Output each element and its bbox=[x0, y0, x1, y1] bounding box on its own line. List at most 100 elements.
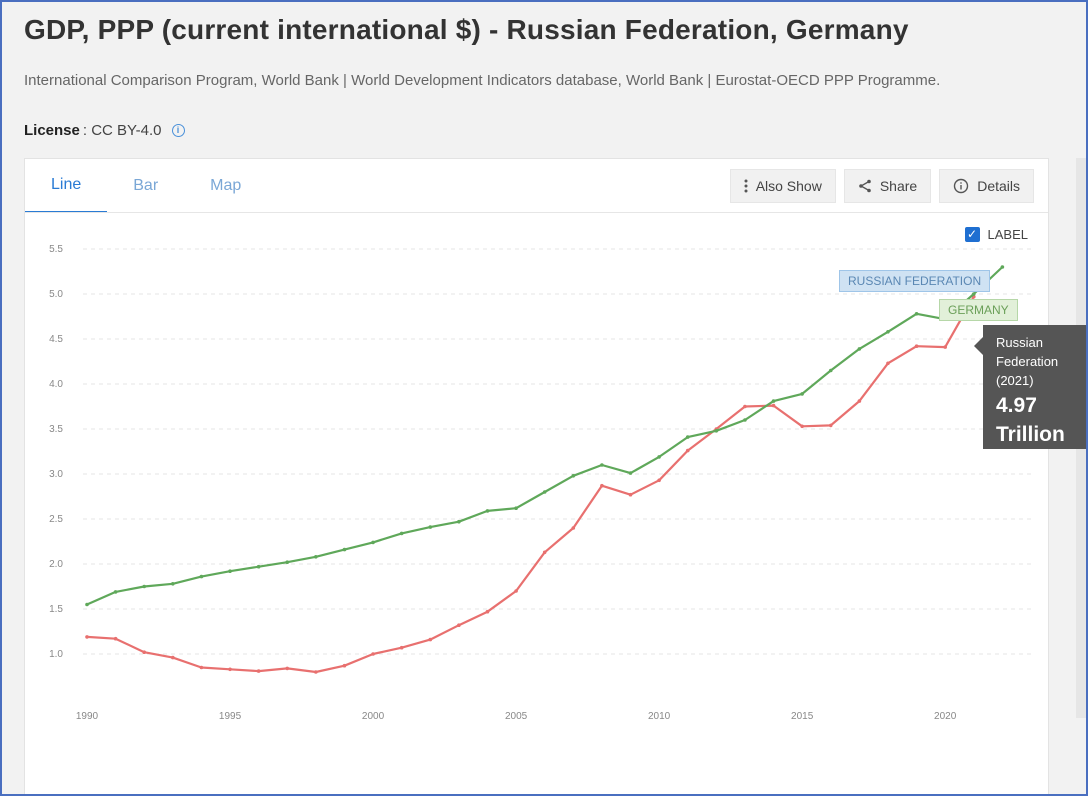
data-point-russian-federation bbox=[399, 645, 404, 650]
data-point-germany bbox=[371, 540, 375, 545]
x-tick-label: 2000 bbox=[362, 711, 385, 722]
data-point-germany bbox=[971, 292, 976, 296]
data-point-russian-federation bbox=[314, 670, 318, 674]
data-point-germany bbox=[600, 463, 604, 467]
data-sources: International Comparison Program, World … bbox=[24, 72, 941, 89]
y-tick-label: 2.0 bbox=[49, 559, 63, 570]
data-point-russian-federation bbox=[914, 344, 919, 348]
data-point-germany bbox=[714, 429, 719, 433]
data-point-russian-federation bbox=[428, 637, 433, 642]
data-point-germany bbox=[142, 584, 147, 589]
data-point-germany bbox=[199, 574, 204, 579]
data-point-germany bbox=[542, 490, 547, 494]
data-point-russian-federation bbox=[800, 424, 804, 429]
data-point-germany bbox=[571, 474, 576, 478]
label-checkbox[interactable]: ✓ bbox=[964, 227, 980, 242]
y-tick-label: 4.0 bbox=[49, 379, 63, 390]
data-point-russian-federation bbox=[285, 666, 290, 671]
data-point-russian-federation bbox=[657, 478, 661, 483]
data-point-russian-federation bbox=[142, 650, 147, 654]
data-point-russian-federation bbox=[256, 669, 261, 673]
data-point-russian-federation bbox=[171, 655, 175, 660]
tab-bar[interactable]: Bar bbox=[133, 177, 159, 194]
tooltip-series: Russian Federation (2021) bbox=[996, 335, 1059, 388]
data-point-russian-federation bbox=[542, 550, 547, 555]
data-point-germany bbox=[743, 418, 747, 422]
data-point-russian-federation bbox=[514, 589, 518, 593]
data-point-germany bbox=[828, 368, 833, 373]
chart-card: Line Bar Map Also Show Share Details ✓ L… bbox=[24, 158, 1088, 796]
tab-map[interactable]: Map bbox=[210, 177, 242, 194]
data-point-germany bbox=[886, 330, 890, 334]
license: License : CC BY-4.0 i bbox=[24, 122, 185, 139]
tab-divider bbox=[25, 212, 1048, 213]
data-point-russian-federation bbox=[771, 403, 776, 408]
line-chart: 1.0 1.5 2.0 2.5 3.0 3.5 4.0 4.5 5.0 5.5 1990 1995 20… bbox=[49, 244, 1031, 722]
data-point-germany bbox=[657, 455, 661, 459]
kebab-vertical-icon bbox=[744, 179, 748, 193]
data-point-germany bbox=[342, 547, 347, 552]
data-point-germany bbox=[800, 392, 804, 396]
data-point-germany bbox=[428, 525, 433, 529]
x-tick-label: 2010 bbox=[648, 711, 671, 722]
data-point-germany bbox=[85, 602, 89, 607]
data-point-germany bbox=[514, 506, 518, 511]
data-point-germany bbox=[771, 399, 776, 403]
data-point-germany bbox=[256, 564, 261, 569]
x-tick-label: 1995 bbox=[219, 711, 242, 722]
details-button[interactable]: Details bbox=[939, 169, 1034, 203]
data-point-germany bbox=[485, 509, 490, 513]
y-tick-label: 2.5 bbox=[49, 514, 63, 525]
share-button[interactable]: Share bbox=[843, 169, 932, 203]
share-label: Share bbox=[879, 178, 918, 194]
license-label: License bbox=[24, 122, 80, 139]
y-tick-label: 5.0 bbox=[49, 289, 63, 300]
data-point-germany bbox=[399, 531, 404, 536]
data-point-russian-federation bbox=[571, 526, 576, 530]
x-tick-label: 1990 bbox=[76, 711, 99, 722]
data-point-russian-federation bbox=[943, 345, 947, 349]
data-point-germany bbox=[857, 347, 862, 351]
series-line-russian-federation bbox=[86, 296, 975, 674]
info-icon[interactable]: i bbox=[171, 124, 185, 137]
also-show-label: Also Show bbox=[755, 178, 822, 194]
data-point-russian-federation bbox=[857, 399, 862, 403]
data-point-germany bbox=[457, 519, 461, 524]
data-point-russian-federation bbox=[371, 652, 375, 656]
label-toggle[interactable]: ✓ LABEL bbox=[964, 227, 1028, 242]
data-point-russian-federation bbox=[113, 636, 118, 641]
page-title: GDP, PPP (current international $) - Rus… bbox=[24, 14, 909, 45]
x-tick-label: 2020 bbox=[934, 711, 957, 722]
series-tag-russian-federation: RUSSIAN FEDERATION bbox=[839, 270, 991, 292]
tooltip-value: 4.97 Trillion bbox=[996, 394, 1065, 446]
chart-tooltip: Russian Federation (2021) 4.97 Trillion bbox=[974, 325, 1088, 449]
data-point-russian-federation bbox=[457, 623, 461, 627]
data-point-russian-federation bbox=[199, 665, 204, 670]
data-point-germany bbox=[228, 569, 232, 573]
data-point-russian-federation bbox=[485, 609, 490, 614]
y-tick-label: 1.0 bbox=[49, 649, 63, 660]
chart-toolbar: Also Show Share Details bbox=[729, 169, 1034, 203]
y-tick-label: 3.0 bbox=[49, 469, 63, 480]
data-point-russian-federation bbox=[85, 635, 89, 639]
y-tick-label: 5.5 bbox=[49, 244, 63, 255]
label-toggle-text: LABEL bbox=[987, 227, 1028, 242]
data-point-germany bbox=[628, 471, 633, 475]
data-point-russian-federation bbox=[600, 483, 604, 488]
data-point-russian-federation bbox=[685, 448, 690, 453]
y-tick-label: 4.5 bbox=[49, 334, 63, 345]
data-point-germany bbox=[314, 555, 318, 559]
data-point-russian-federation bbox=[743, 404, 747, 409]
data-point-russian-federation bbox=[828, 423, 833, 428]
data-point-germany bbox=[1000, 265, 1005, 269]
x-tick-label: 2005 bbox=[505, 711, 528, 722]
info-icon bbox=[953, 178, 969, 194]
series-tag-germany: GERMANY bbox=[939, 299, 1018, 321]
license-value[interactable]: : CC BY-4.0 bbox=[82, 122, 162, 139]
data-point-germany bbox=[113, 590, 118, 594]
data-point-russian-federation bbox=[342, 663, 347, 668]
details-label: Details bbox=[977, 178, 1020, 194]
data-point-germany bbox=[285, 560, 290, 564]
data-point-germany bbox=[685, 435, 690, 439]
also-show-button[interactable]: Also Show bbox=[729, 169, 836, 203]
